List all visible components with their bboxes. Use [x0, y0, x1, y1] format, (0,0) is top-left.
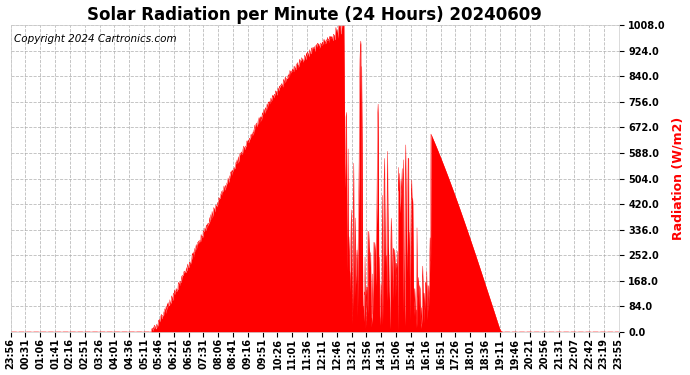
Title: Solar Radiation per Minute (24 Hours) 20240609: Solar Radiation per Minute (24 Hours) 20… [87, 6, 542, 24]
Text: Copyright 2024 Cartronics.com: Copyright 2024 Cartronics.com [14, 34, 176, 44]
Y-axis label: Radiation (W/m2): Radiation (W/m2) [671, 117, 684, 240]
